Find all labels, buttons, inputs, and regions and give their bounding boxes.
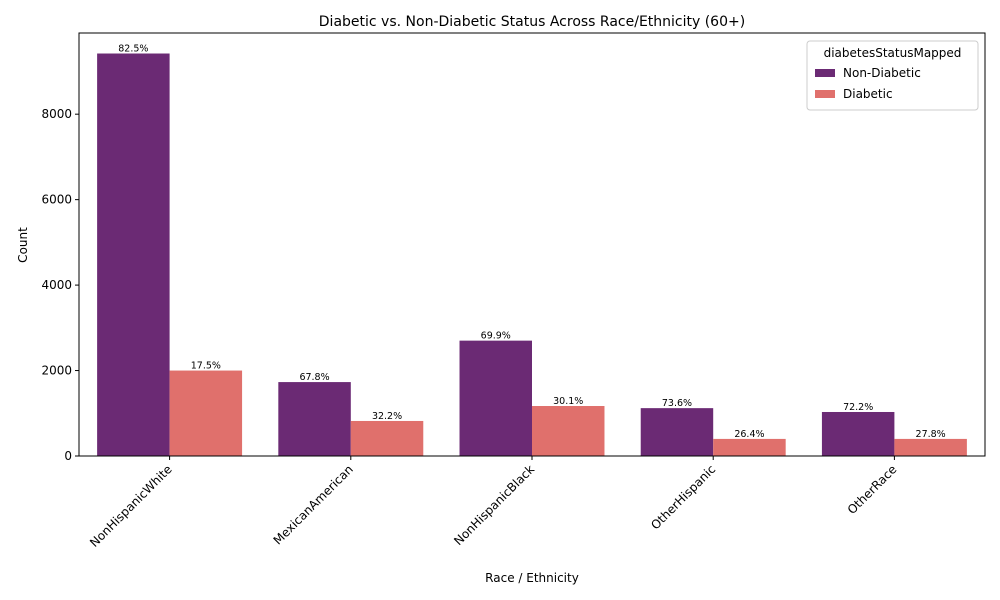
data-label: 17.5% bbox=[191, 361, 221, 372]
bar-non-diabetic-nonhispanicwhite bbox=[97, 53, 170, 456]
bar-non-diabetic-mexicanamerican bbox=[278, 382, 351, 456]
bar-diabetic-otherhispanic bbox=[713, 438, 786, 456]
bar-non-diabetic-otherrace bbox=[821, 411, 895, 456]
legend-swatch bbox=[815, 69, 835, 77]
bar-non-diabetic-otherhispanic bbox=[640, 408, 714, 456]
x-tick-label: NonHispanicWhite bbox=[87, 462, 175, 550]
y-tick-label: 4000 bbox=[41, 278, 72, 292]
x-tick-label: OtherRace bbox=[845, 462, 900, 517]
data-label: 67.8% bbox=[299, 372, 329, 383]
bar-diabetic-mexicanamerican bbox=[350, 420, 424, 456]
chart-title: Diabetic vs. Non-Diabetic Status Across … bbox=[319, 14, 745, 30]
bar-diabetic-otherrace bbox=[894, 438, 967, 456]
bar-diabetic-nonhispanicwhite bbox=[169, 370, 243, 456]
y-tick-label: 6000 bbox=[41, 193, 72, 207]
legend-entry-label: Non-Diabetic bbox=[843, 66, 921, 80]
x-tick-label: MexicanAmerican bbox=[271, 462, 356, 547]
y-tick-label: 8000 bbox=[41, 107, 72, 121]
data-label: 82.5% bbox=[118, 44, 148, 55]
x-axis-label: Race / Ethnicity bbox=[485, 571, 579, 585]
x-tick-label: NonHispanicBlack bbox=[451, 462, 537, 548]
data-label: 72.2% bbox=[843, 402, 873, 413]
legend-title: diabetesStatusMapped bbox=[824, 46, 962, 60]
data-label: 32.2% bbox=[372, 411, 402, 422]
bar-non-diabetic-nonhispanicblack bbox=[459, 340, 532, 456]
plot-area: 82.5% 67.8% 69.9% 73.6% 72.2% 17.5% 32.2% 30.1%… bbox=[41, 32, 986, 550]
y-tick-label: 2000 bbox=[41, 364, 72, 378]
y-tick-label: 0 bbox=[64, 449, 72, 463]
data-label: 69.9% bbox=[481, 331, 511, 342]
legend: diabetesStatusMapped Non-Diabetic Diabetic bbox=[806, 40, 979, 111]
legend-swatch bbox=[815, 90, 835, 98]
legend-entry-label: Diabetic bbox=[843, 87, 893, 101]
data-label: 27.8% bbox=[916, 429, 946, 440]
data-label: 30.1% bbox=[553, 396, 583, 407]
data-label: 26.4% bbox=[734, 429, 764, 440]
x-tick-label: OtherHispanic bbox=[648, 462, 718, 532]
legend-frame bbox=[806, 40, 979, 111]
y-axis-label: Count bbox=[16, 227, 30, 263]
bar-diabetic-nonhispanicblack bbox=[532, 406, 605, 456]
data-label: 73.6% bbox=[662, 398, 692, 409]
